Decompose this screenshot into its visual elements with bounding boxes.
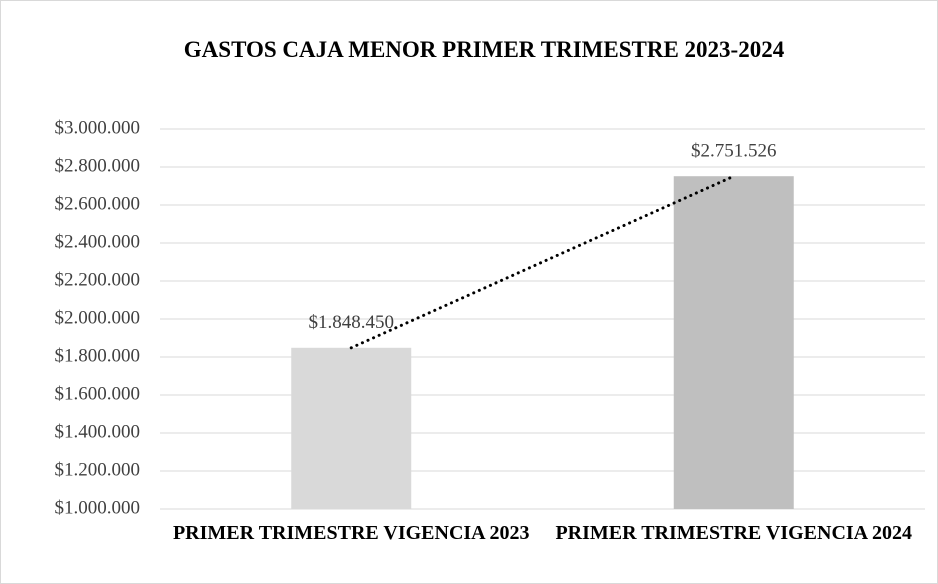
y-tick-label: $2.800.000 (55, 155, 141, 176)
y-tick-label: $2.600.000 (55, 193, 141, 214)
y-tick-label: $2.200.000 (55, 269, 141, 290)
y-tick-label: $1.400.000 (55, 421, 141, 442)
y-tick-label: $3.000.000 (55, 117, 141, 138)
y-tick-label: $2.000.000 (55, 307, 141, 328)
x-tick-label: PRIMER TRIMESTRE VIGENCIA 2023 (172, 522, 530, 544)
data-label: $2.751.526 (691, 141, 777, 162)
x-tick-label: PRIMER TRIMESTRE VIGENCIA 2024 (555, 522, 913, 544)
bar (291, 347, 412, 509)
y-tick-label: $1.600.000 (55, 383, 141, 404)
y-tick-label: $1.200.000 (55, 459, 141, 480)
y-tick-label: $2.400.000 (55, 231, 141, 252)
y-tick-label: $1.000.000 (55, 497, 141, 518)
bar (673, 176, 794, 509)
data-label: $1.848.450 (309, 312, 395, 333)
chart-title: GASTOS CAJA MENOR PRIMER TRIMESTRE 2023-… (183, 37, 785, 62)
y-tick-label: $1.800.000 (55, 345, 141, 366)
